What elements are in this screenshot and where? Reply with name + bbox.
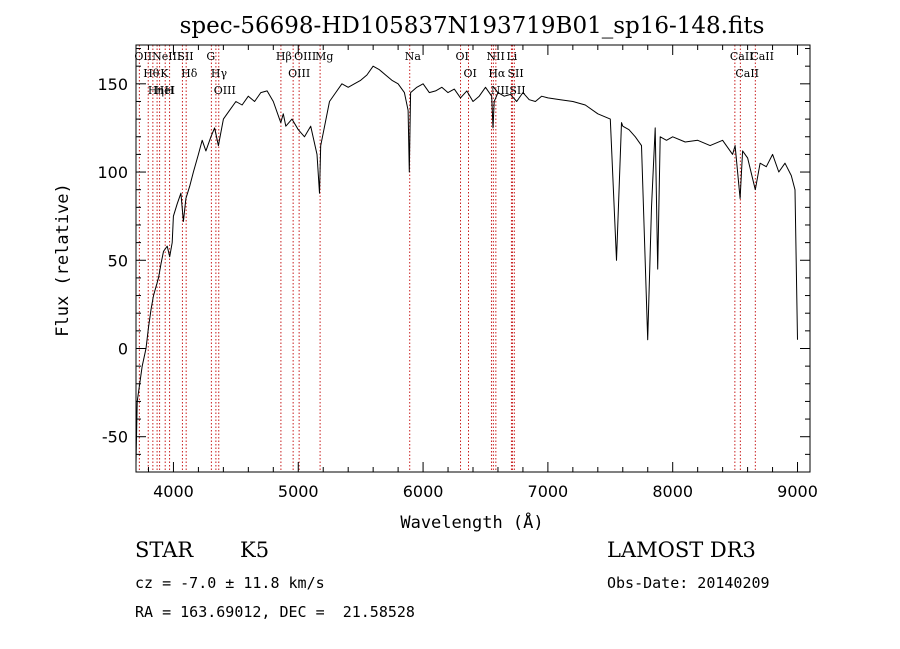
- line-label: Mg: [315, 50, 333, 63]
- obs-date-readout: Obs-Date: 20140209: [607, 574, 770, 592]
- y-axis: -50 0 50 100 150: [97, 48, 810, 455]
- line-label: G: [206, 50, 215, 63]
- line-label: OIII: [294, 50, 316, 63]
- line-label: Hθ: [143, 67, 160, 80]
- y-tick-label: 50: [108, 251, 128, 270]
- x-tick-label: 4000: [153, 482, 194, 501]
- line-label: Hα: [488, 67, 506, 80]
- line-label: OII: [134, 50, 152, 63]
- line-label: Na: [405, 50, 422, 63]
- line-label: Hη: [148, 84, 164, 97]
- line-label: H: [165, 84, 175, 97]
- line-label: OI: [464, 67, 477, 80]
- x-axis: 4000 5000 6000 7000 8000 9000: [147, 45, 818, 501]
- x-tick-label: 9000: [777, 482, 818, 501]
- line-label: HeI: [155, 84, 175, 97]
- line-labels: OIIHθHηNeIIIHeIKHSIIHδGHγOIIIHβOIIIOIIIM…: [134, 50, 774, 97]
- line-label: SII: [507, 67, 523, 80]
- line-label: SII: [177, 50, 193, 63]
- y-tick-label: 150: [97, 75, 128, 94]
- line-label: CaII: [735, 67, 759, 80]
- x-tick-label: 7000: [528, 482, 569, 501]
- line-label: CaII: [730, 50, 754, 63]
- x-tick-label: 8000: [652, 482, 693, 501]
- line-label: Hβ: [276, 50, 292, 63]
- x-tick-label: 5000: [278, 482, 319, 501]
- line-label: NII: [486, 50, 504, 63]
- chart-title: spec-56698-HD105837N193719B01_sp16-148.f…: [180, 13, 765, 39]
- y-tick-label: -50: [102, 428, 128, 447]
- y-axis-label: Flux (relative): [53, 183, 73, 337]
- line-label: CaII: [750, 50, 774, 63]
- coordinates-readout: RA = 163.69012, DEC = 21.58528: [135, 603, 415, 621]
- line-label: OIII: [214, 84, 236, 97]
- line-label: Hδ: [181, 67, 198, 80]
- redshift-readout: cz = -7.0 ± 11.8 km/s: [135, 574, 325, 592]
- line-label: Hγ: [211, 67, 228, 80]
- line-label: Li: [506, 50, 517, 63]
- x-axis-label: Wavelength (Å): [400, 511, 543, 533]
- line-label: K: [160, 67, 169, 80]
- y-tick-label: 0: [118, 339, 128, 358]
- y-tick-label: 100: [97, 163, 128, 182]
- spectral-subclass: K5: [240, 538, 270, 562]
- survey-label: LAMOST DR3: [607, 538, 756, 562]
- line-label: NeIII: [152, 50, 181, 63]
- object-class: STAR: [135, 538, 194, 562]
- line-label: OIII: [288, 67, 310, 80]
- line-label: SII: [509, 84, 525, 97]
- spectrum-series: [135, 65, 798, 464]
- emission-line-markers: [138, 45, 756, 472]
- line-label: OI: [456, 50, 469, 63]
- spectrum-line: [135, 65, 798, 464]
- line-label: NII: [491, 84, 509, 97]
- plot-frame: [135, 44, 811, 473]
- x-tick-label: 6000: [403, 482, 444, 501]
